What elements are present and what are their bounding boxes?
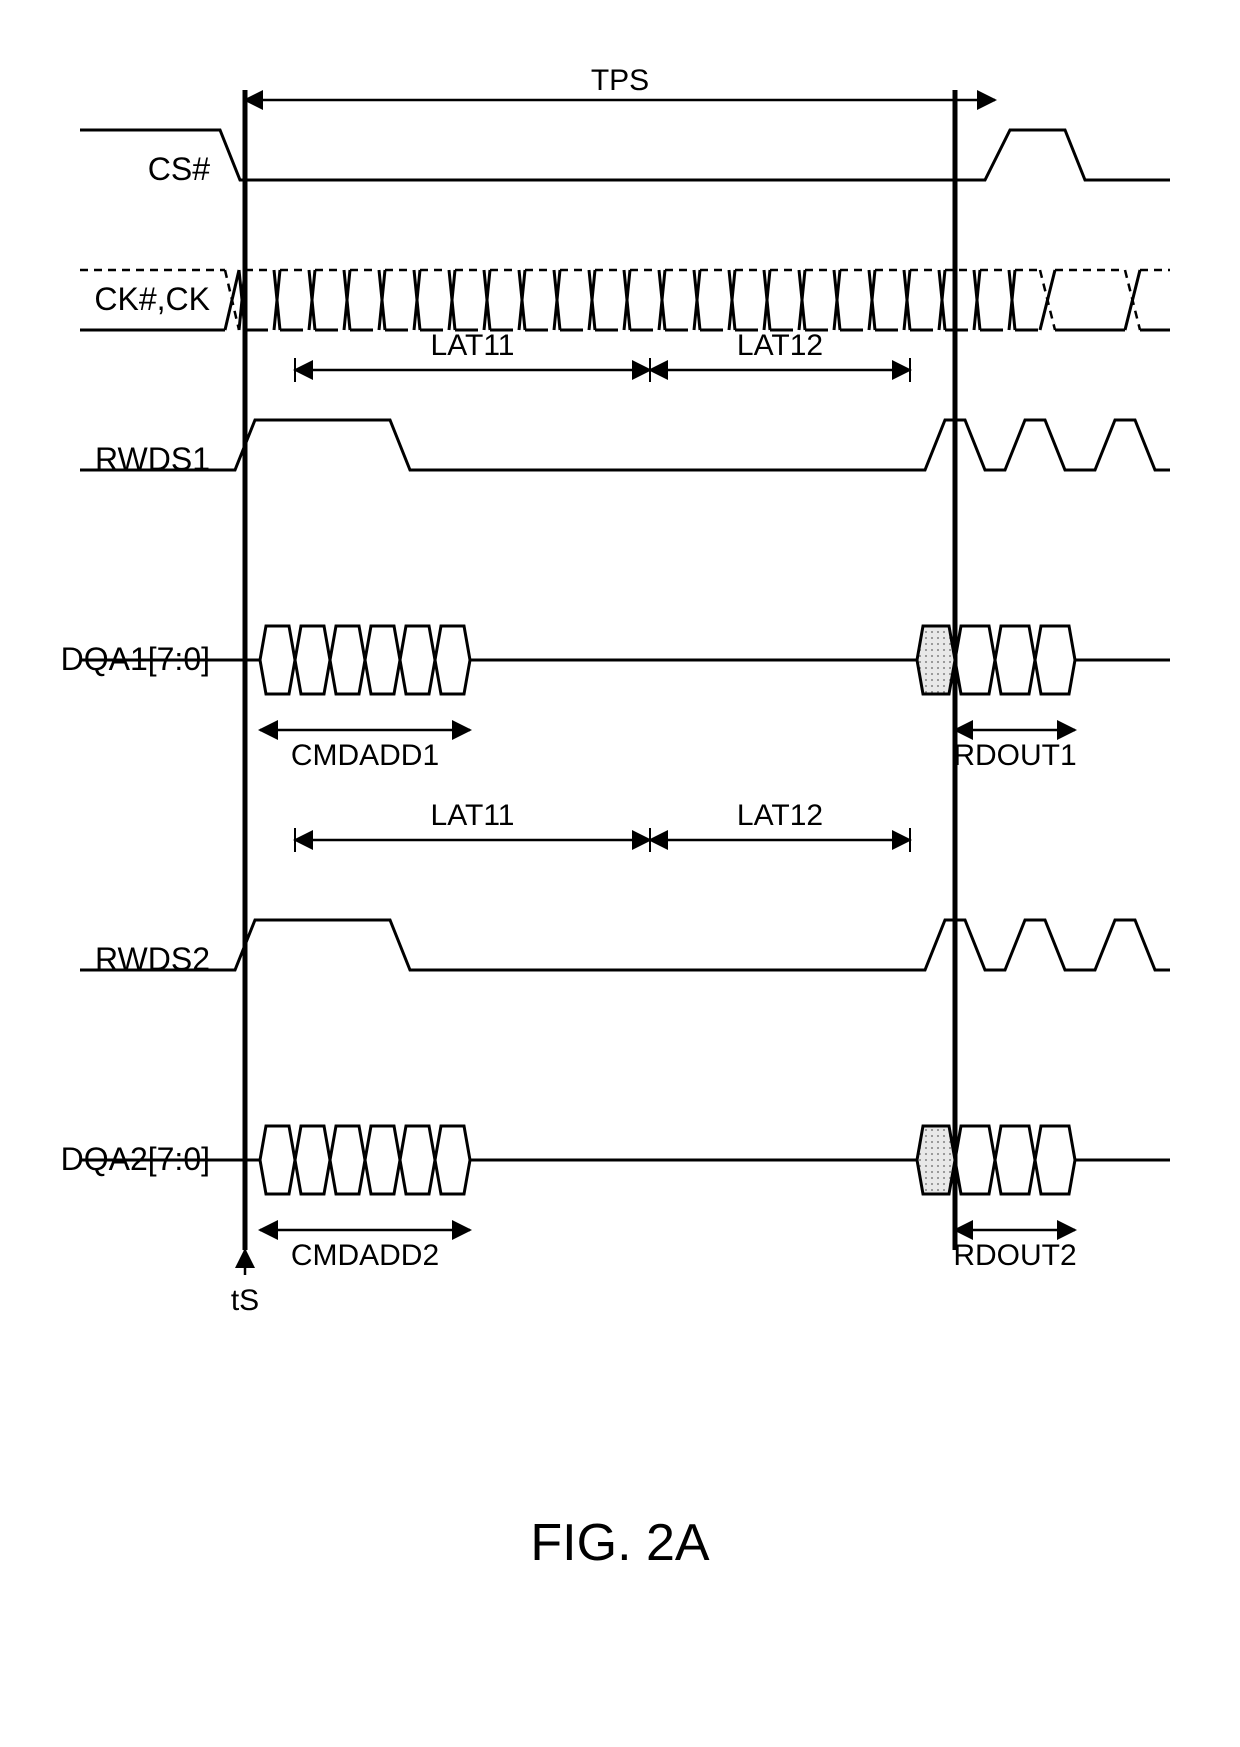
svg-text:RWDS2: RWDS2: [95, 941, 210, 977]
svg-text:CMDADD2: CMDADD2: [291, 1239, 439, 1272]
svg-text:LAT11: LAT11: [431, 799, 515, 832]
svg-text:LAT12: LAT12: [737, 329, 823, 362]
svg-text:CS#: CS#: [148, 151, 210, 187]
svg-text:tS: tS: [231, 1284, 259, 1317]
svg-text:LAT11: LAT11: [431, 329, 515, 362]
svg-text:FIG. 2A: FIG. 2A: [530, 1514, 709, 1572]
timing-diagram-svg: CS#CK#,CKRWDS1DQA1[7:0]RWDS2DQA2[7:0]tST…: [0, 0, 1240, 1747]
svg-text:LAT12: LAT12: [737, 799, 823, 832]
svg-text:CMDADD1: CMDADD1: [291, 739, 439, 772]
svg-text:CK#,CK: CK#,CK: [94, 281, 210, 317]
svg-text:RWDS1: RWDS1: [95, 441, 210, 477]
svg-text:RDOUT2: RDOUT2: [953, 1239, 1076, 1272]
svg-text:TPS: TPS: [591, 64, 649, 97]
svg-text:RDOUT1: RDOUT1: [953, 739, 1076, 772]
timing-diagram-page: CS#CK#,CKRWDS1DQA1[7:0]RWDS2DQA2[7:0]tST…: [0, 0, 1240, 1747]
